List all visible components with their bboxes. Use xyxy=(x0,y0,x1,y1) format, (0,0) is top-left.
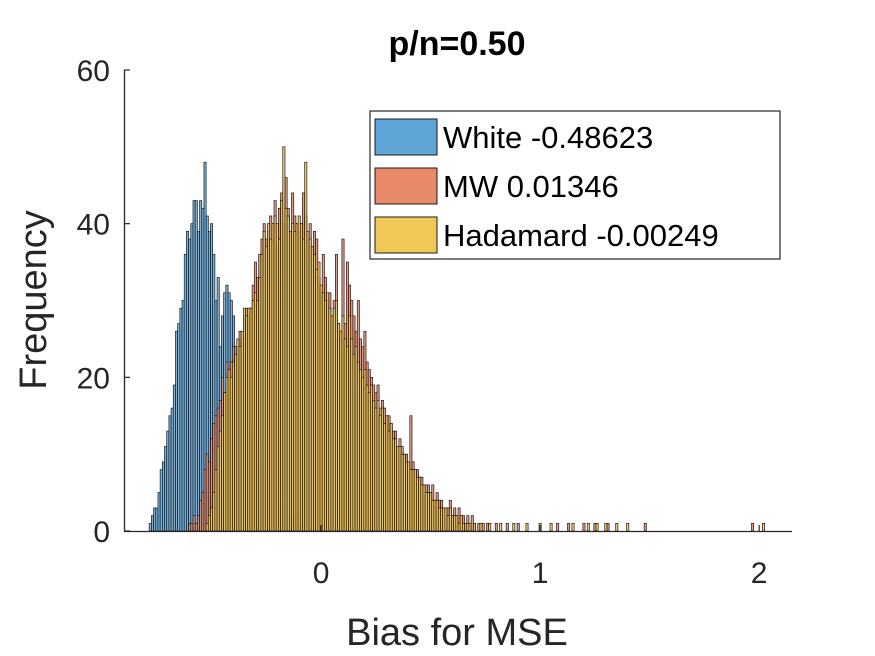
x-tick-label: 2 xyxy=(751,557,768,590)
legend-swatch xyxy=(374,216,438,254)
legend: White -0.48623 MW 0.01346 Hadamard -0.0024… xyxy=(369,110,781,260)
histogram-bar xyxy=(472,522,476,532)
y-tick-label: 20 xyxy=(77,362,110,395)
histogram-bar xyxy=(595,522,599,532)
histogram-bar xyxy=(494,522,498,532)
histogram-bar xyxy=(512,522,516,532)
x-ticks: 0 1 2 xyxy=(313,525,768,590)
histogram-bar xyxy=(751,522,755,532)
legend-label: Hadamard -0.00249 xyxy=(443,218,719,253)
histogram-bar xyxy=(525,522,529,532)
histogram-bar xyxy=(586,522,590,532)
histogram-bar xyxy=(567,522,571,532)
y-tick-label: 60 xyxy=(77,55,110,88)
histogram-bar xyxy=(479,522,483,532)
legend-label: White -0.48623 xyxy=(443,120,653,155)
y-tick-label: 0 xyxy=(93,516,110,549)
histogram-bar xyxy=(582,522,586,532)
histogram-bar xyxy=(615,522,619,532)
histogram-bar xyxy=(762,522,765,532)
legend-box xyxy=(369,110,781,260)
histogram-bar xyxy=(571,522,575,532)
histogram-bar xyxy=(499,522,503,532)
histogram-bar xyxy=(626,522,630,532)
chart-title: p/n=0.50 xyxy=(388,25,525,63)
histogram-bar xyxy=(516,522,520,532)
histogram-bar xyxy=(505,522,509,532)
histogram-bar xyxy=(488,522,492,532)
x-axis-label: Bias for MSE xyxy=(346,612,568,654)
legend-swatch xyxy=(374,167,438,205)
y-tick-label: 40 xyxy=(77,209,110,242)
histogram-bar xyxy=(556,522,560,532)
histogram-bar xyxy=(468,522,472,532)
y-axis-label: Frequency xyxy=(13,210,55,390)
histogram-bar xyxy=(604,522,608,532)
histogram-bar xyxy=(549,522,553,532)
y-ticks: 0 20 40 60 xyxy=(77,55,130,549)
legend-label: MW 0.01346 xyxy=(443,169,619,204)
x-tick-label: 0 xyxy=(313,557,330,590)
x-tick-label: 1 xyxy=(532,557,549,590)
legend-swatch xyxy=(374,118,438,156)
histogram-bar xyxy=(643,522,647,532)
